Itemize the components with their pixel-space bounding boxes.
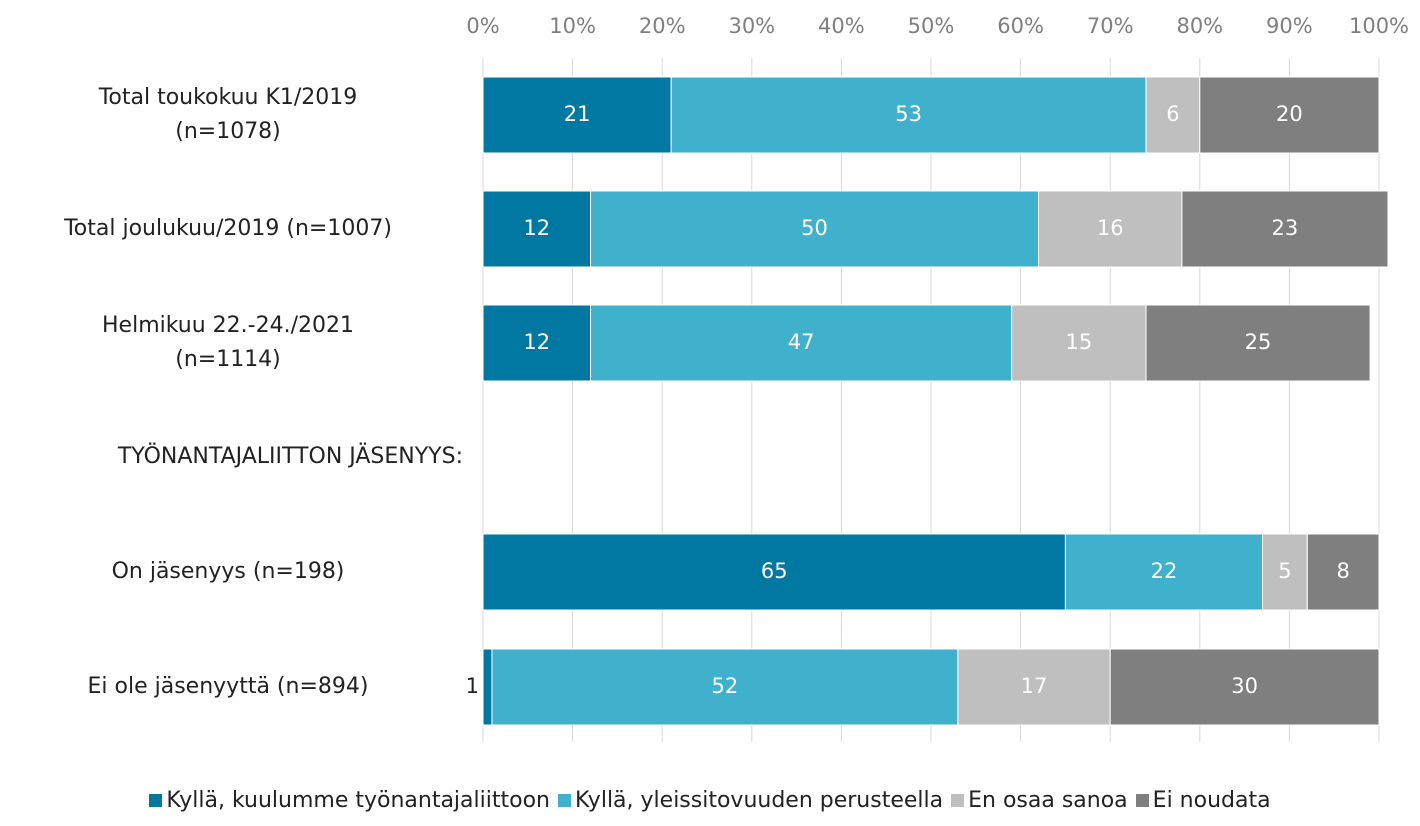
bar-segment bbox=[482, 648, 493, 726]
bar-segment bbox=[482, 304, 592, 382]
x-tick-label: 80% bbox=[1176, 14, 1223, 38]
x-tick-label: 70% bbox=[1087, 14, 1134, 38]
category-label: Total toukokuu K1/2019 (n=1078) bbox=[98, 85, 358, 144]
legend-label: Kyllä, kuulumme työnantajaliittoon bbox=[166, 788, 550, 813]
x-tick-label: 0% bbox=[466, 14, 499, 38]
bar-segment bbox=[1109, 648, 1380, 726]
bar-segment bbox=[1306, 533, 1380, 611]
data-label: 20 bbox=[1276, 102, 1303, 126]
x-tick-label: 10% bbox=[549, 14, 596, 38]
data-label: 22 bbox=[1151, 559, 1178, 583]
data-label: 30 bbox=[1231, 674, 1258, 698]
category-label: On jäsenyys (n=198) bbox=[111, 559, 345, 584]
legend: Kyllä, kuulumme työnantajaliittoon Kyllä,… bbox=[0, 788, 1420, 813]
data-label: 17 bbox=[1021, 674, 1048, 698]
data-label: 5 bbox=[1278, 559, 1291, 583]
x-tick-label: 20% bbox=[639, 14, 686, 38]
bar-segment bbox=[590, 190, 1040, 268]
data-label: 1 bbox=[466, 674, 479, 698]
data-label: 15 bbox=[1065, 330, 1092, 354]
bar-segment bbox=[482, 533, 1066, 611]
data-label: 52 bbox=[712, 674, 739, 698]
bar-segment bbox=[1262, 533, 1308, 611]
bar-segment bbox=[482, 76, 672, 154]
legend-item: En osaa sanoa bbox=[951, 788, 1128, 813]
legend-item: Kyllä, kuulumme työnantajaliittoon bbox=[149, 788, 550, 813]
legend-label: Kyllä, yleissitovuuden perusteella bbox=[574, 788, 944, 813]
bar-segment bbox=[1145, 304, 1371, 382]
data-label: 16 bbox=[1097, 216, 1124, 240]
bar-segment bbox=[1181, 190, 1389, 268]
bar-segment bbox=[590, 304, 1013, 382]
bar-segment bbox=[1199, 76, 1380, 154]
x-tick-label: 50% bbox=[908, 14, 955, 38]
data-label: 47 bbox=[788, 330, 815, 354]
data-label: 25 bbox=[1245, 330, 1272, 354]
data-label: 6 bbox=[1166, 102, 1179, 126]
data-label: 23 bbox=[1272, 216, 1299, 240]
data-label: 12 bbox=[523, 330, 550, 354]
legend-swatch bbox=[951, 794, 965, 807]
data-label: 21 bbox=[564, 102, 591, 126]
x-tick-label: 90% bbox=[1266, 14, 1313, 38]
data-label: 50 bbox=[801, 216, 828, 240]
bar-segment bbox=[491, 648, 959, 726]
data-label: 8 bbox=[1336, 559, 1349, 583]
category-label: Total joulukuu/2019 (n=1007) bbox=[64, 216, 392, 241]
legend-item: Ei noudata bbox=[1135, 788, 1271, 813]
x-tick-label: 60% bbox=[997, 14, 1044, 38]
legend-swatch bbox=[1135, 794, 1149, 807]
legend-swatch bbox=[557, 794, 571, 807]
legend-label: Ei noudata bbox=[1152, 788, 1271, 813]
bar-segment bbox=[670, 76, 1147, 154]
category-label: TYÖNANTAJALIITTON JÄSENYYS: bbox=[117, 444, 463, 469]
bar-segment bbox=[957, 648, 1111, 726]
legend-swatch bbox=[149, 794, 163, 807]
data-label: 12 bbox=[523, 216, 550, 240]
x-tick-label: 40% bbox=[818, 14, 865, 38]
legend-label: En osaa sanoa bbox=[968, 788, 1128, 813]
legend-item: Kyllä, yleissitovuuden perusteella bbox=[557, 788, 944, 813]
bar-segment bbox=[1064, 533, 1264, 611]
data-label: 53 bbox=[895, 102, 922, 126]
bar-segment bbox=[482, 190, 592, 268]
category-label: Ei ole jäsenyyttä (n=894) bbox=[87, 674, 369, 699]
x-tick-label: 100% bbox=[1349, 14, 1409, 38]
x-tick-label: 30% bbox=[728, 14, 775, 38]
bar-segment bbox=[1038, 190, 1183, 268]
bar-segment bbox=[1145, 76, 1201, 154]
category-label: Helmikuu 22.-24./2021 (n=1114) bbox=[102, 313, 354, 372]
data-label: 65 bbox=[761, 559, 788, 583]
